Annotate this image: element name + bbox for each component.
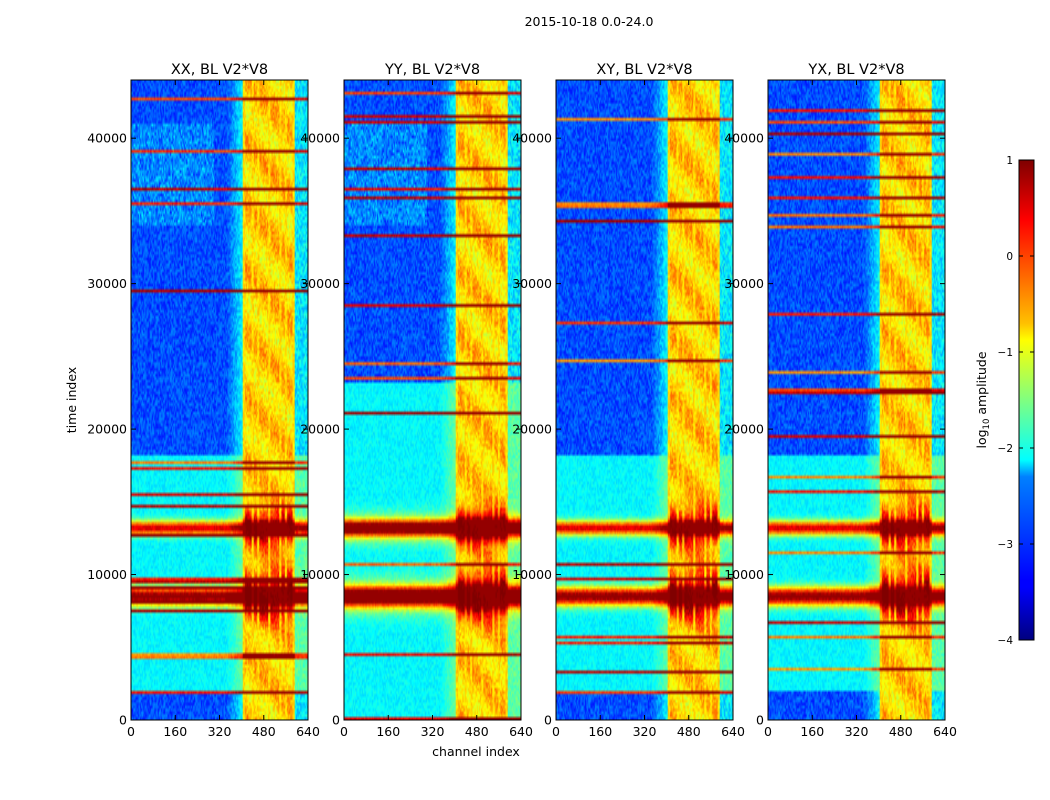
x-tick-label: 480 — [465, 724, 489, 739]
colorbar-tick-label: 1 — [1006, 155, 1013, 167]
x-tick-label: 640 — [721, 724, 745, 739]
x-tick-label: 160 — [800, 724, 824, 739]
colorbar-tick-label: 0 — [1006, 251, 1013, 263]
x-tick-label: 320 — [208, 724, 232, 739]
x-tick-label: 0 — [552, 724, 560, 739]
heatmap-image-yx — [768, 80, 945, 720]
heatmap-image-yy — [344, 80, 521, 720]
colorbar-tick-label: −4 — [998, 635, 1014, 647]
x-tick-label: 640 — [933, 724, 957, 739]
panel-yx: YX, BL V2*V8 0 160 320 480 640 0 10000 20000 3000… — [724, 62, 957, 739]
figure-suptitle: 2015-10-18 0.0-24.0 — [525, 14, 654, 29]
y-axis-label: time index — [64, 367, 79, 433]
colorbar-label: log10 amplitude — [974, 351, 992, 448]
colorbar: 1 0 −1 −2 −3 −4 log10 amplitude — [974, 155, 1035, 647]
heatmap-panels: XX, BL V2*V8 0 160 320 480 640 0 10000 20000 3000… — [87, 62, 957, 739]
x-tick-label: 0 — [127, 724, 135, 739]
y-tick-label: 10000 — [724, 567, 764, 582]
y-tick-label: 30000 — [512, 276, 552, 291]
panel-title: XY, BL V2*V8 — [596, 62, 692, 78]
x-tick-label: 0 — [764, 724, 772, 739]
panel-title: YX, BL V2*V8 — [807, 62, 904, 78]
y-tick-label: 40000 — [724, 131, 764, 146]
x-tick-label: 480 — [252, 724, 276, 739]
y-tick-label: 20000 — [512, 422, 552, 437]
y-tick-label: 10000 — [300, 567, 340, 582]
x-tick-label: 320 — [845, 724, 869, 739]
y-tick-label: 0 — [119, 713, 127, 728]
x-tick-label: 480 — [889, 724, 913, 739]
x-tick-label: 320 — [421, 724, 445, 739]
x-tick-label: 160 — [588, 724, 612, 739]
colorbar-ticks: 1 0 −1 −2 −3 −4 — [998, 155, 1034, 647]
panel-xy: XY, BL V2*V8 0 160 320 480 640 0 10000 20000 3000… — [512, 62, 745, 739]
x-tick-label: 640 — [509, 724, 533, 739]
x-tick-label: 640 — [296, 724, 320, 739]
y-tick-label: 0 — [544, 713, 552, 728]
y-tick-label: 20000 — [300, 422, 340, 437]
panel-xx: XX, BL V2*V8 0 160 320 480 640 0 10000 20000 3000… — [87, 62, 320, 739]
panel-yy: YY, BL V2*V8 0 160 320 480 640 0 10000 20000 3000… — [300, 62, 533, 739]
heatmap-image-xy — [556, 80, 733, 720]
y-tick-label: 40000 — [512, 131, 552, 146]
heatmap-image-xx — [131, 80, 308, 720]
panel-title: YY, BL V2*V8 — [384, 62, 480, 78]
y-tick-label: 0 — [756, 713, 764, 728]
y-tick-label: 0 — [332, 713, 340, 728]
panel-title: XX, BL V2*V8 — [171, 62, 268, 78]
y-tick-label: 40000 — [87, 131, 127, 146]
y-tick-label: 10000 — [512, 567, 552, 582]
y-tick-label: 30000 — [724, 276, 764, 291]
colorbar-tick-label: −2 — [998, 443, 1013, 455]
y-tick-label: 20000 — [724, 422, 764, 437]
x-tick-label: 480 — [677, 724, 701, 739]
x-axis-label: channel index — [432, 744, 520, 759]
y-tick-label: 40000 — [300, 131, 340, 146]
colorbar-tick-label: −3 — [998, 539, 1013, 551]
x-tick-label: 160 — [163, 724, 187, 739]
colorbar-tick-label: −1 — [998, 347, 1013, 359]
x-tick-label: 320 — [633, 724, 657, 739]
y-tick-label: 30000 — [87, 276, 127, 291]
y-tick-label: 30000 — [300, 276, 340, 291]
colorbar-gradient — [1018, 159, 1035, 641]
x-tick-label: 0 — [340, 724, 348, 739]
y-tick-label: 20000 — [87, 422, 127, 437]
y-tick-label: 10000 — [87, 567, 127, 582]
x-tick-label: 160 — [376, 724, 400, 739]
